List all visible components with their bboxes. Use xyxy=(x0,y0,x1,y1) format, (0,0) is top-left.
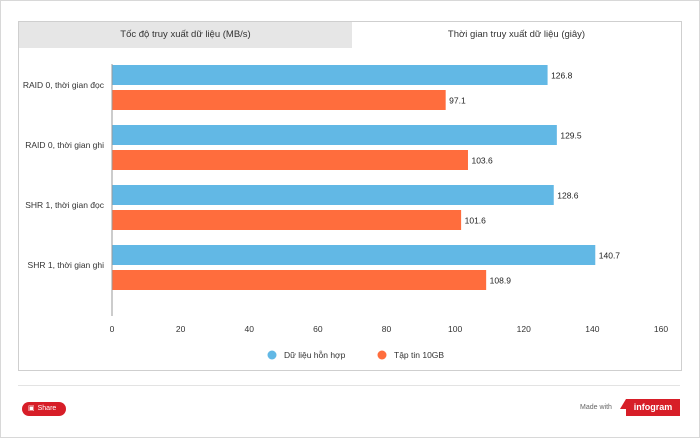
bar[interactable] xyxy=(112,185,554,205)
data-label: 128.6 xyxy=(557,191,579,201)
bar[interactable] xyxy=(112,65,548,85)
tab-transfer-speed[interactable]: Tốc độ truy xuất dữ liệu (MB/s) xyxy=(19,22,352,48)
bar[interactable] xyxy=(112,245,596,265)
data-label: 140.7 xyxy=(599,251,621,261)
bar[interactable] xyxy=(112,150,468,170)
category-label: SHR 1, thời gian đọc xyxy=(25,200,105,210)
bar[interactable] xyxy=(112,125,557,145)
x-tick-label: 140 xyxy=(585,324,599,334)
data-label: 103.6 xyxy=(471,156,493,166)
category-label: RAID 0, thời gian đọc xyxy=(23,80,105,90)
share-icon: ▣ xyxy=(28,405,35,412)
made-with-text: Made with xyxy=(580,404,612,411)
legend-label[interactable]: Tập tin 10GB xyxy=(394,350,444,360)
legend-label[interactable]: Dữ liệu hỗn hợp xyxy=(284,350,346,360)
bar[interactable] xyxy=(112,90,446,110)
x-tick-label: 60 xyxy=(313,324,323,334)
legend-marker xyxy=(377,350,387,360)
x-tick-label: 160 xyxy=(654,324,668,334)
share-label: Share xyxy=(37,405,57,412)
bar-chart: RAID 0, thời gian đọc 126.8 97.1 RAID 0, th… xyxy=(23,64,668,360)
x-tick-label: 20 xyxy=(176,324,186,334)
bar[interactable] xyxy=(112,210,462,230)
share-button[interactable]: ▣ Share xyxy=(22,402,66,416)
category-label: SHR 1, thời gian ghi xyxy=(28,260,105,270)
x-tick-label: 40 xyxy=(245,324,255,334)
x-tick-label: 120 xyxy=(517,324,531,334)
x-tick-label: 0 xyxy=(110,324,115,334)
footer-divider xyxy=(18,385,680,386)
tab-access-time[interactable]: Thời gian truy xuất dữ liệu (giây) xyxy=(352,22,681,48)
infogram-logo[interactable]: infogram xyxy=(626,399,680,416)
x-tick-label: 80 xyxy=(382,324,392,334)
data-label: 101.6 xyxy=(465,216,487,226)
chart-card: Tốc độ truy xuất dữ liệu (MB/s) Thời gia… xyxy=(18,21,682,371)
x-tick-label: 100 xyxy=(448,324,462,334)
legend-marker xyxy=(267,350,277,360)
data-label: 108.9 xyxy=(490,276,512,286)
bar[interactable] xyxy=(112,270,487,290)
data-label: 126.8 xyxy=(551,71,573,81)
brand-flag-shape xyxy=(620,399,626,409)
data-label: 129.5 xyxy=(560,131,582,141)
category-label: RAID 0, thời gian ghi xyxy=(25,140,104,150)
data-label: 97.1 xyxy=(449,96,466,106)
